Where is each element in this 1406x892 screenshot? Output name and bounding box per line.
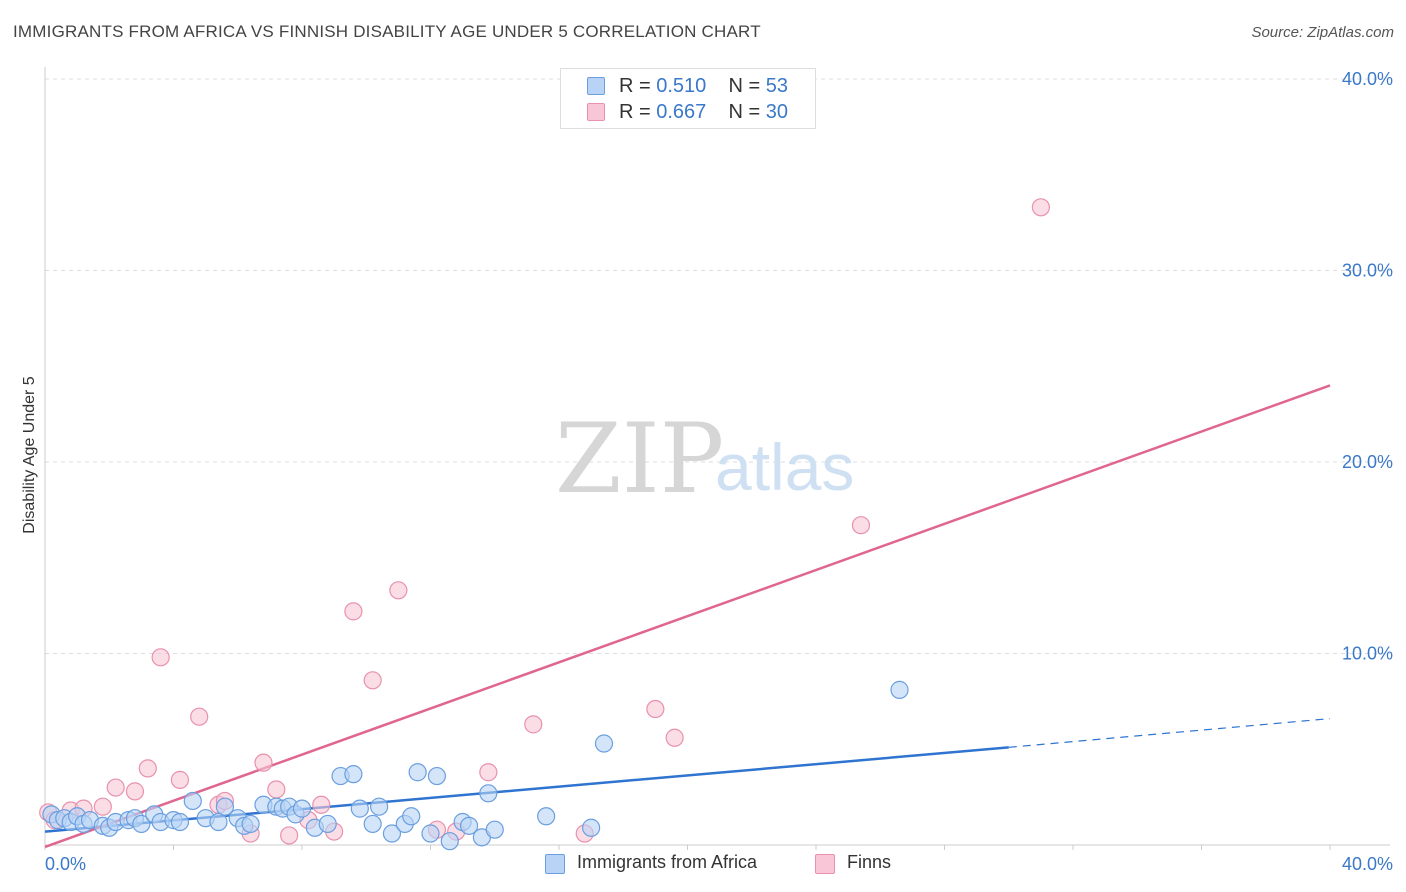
point-africa xyxy=(427,766,447,786)
point-finns xyxy=(1031,198,1050,217)
point-finns xyxy=(138,759,157,778)
legend-r-value: 0.667 xyxy=(656,101,707,123)
point-africa xyxy=(440,832,459,851)
point-africa xyxy=(408,763,427,782)
bottom-swatch-finns xyxy=(815,854,835,874)
point-finns xyxy=(254,753,273,772)
chart-title: IMMIGRANTS FROM AFRICA VS FINNISH DISABI… xyxy=(13,22,761,41)
point-finns xyxy=(851,516,871,535)
point-africa xyxy=(485,820,504,839)
point-finns xyxy=(389,581,408,600)
source-label: Source: ZipAtlas.com xyxy=(1251,24,1394,41)
data-points xyxy=(39,198,1050,851)
point-africa xyxy=(318,814,337,834)
point-africa xyxy=(594,734,614,753)
correlation-legend: R = 0.510 N = 53 R = 0.667 N = 30 xyxy=(560,68,816,129)
tick-labels: 10.0% 20.0% 30.0% 40.0% 0.0% 40.0% xyxy=(45,69,1393,874)
bottom-label-finns: Finns xyxy=(847,852,892,872)
y-axis-label: Disability Age Under 5 xyxy=(21,376,38,534)
point-finns xyxy=(106,778,125,797)
point-finns xyxy=(125,782,145,801)
point-finns xyxy=(93,797,112,816)
legend-swatch-finns xyxy=(587,103,605,121)
legend-r-label: R = xyxy=(619,75,651,97)
point-finns xyxy=(151,648,170,667)
trendline-africa-extension xyxy=(1008,718,1331,748)
point-finns xyxy=(312,795,331,814)
point-africa xyxy=(421,824,440,843)
point-africa xyxy=(215,797,234,816)
point-africa xyxy=(170,812,190,832)
point-finns xyxy=(280,826,299,845)
legend-n-value: 30 xyxy=(765,101,789,123)
point-finns xyxy=(665,728,684,747)
point-africa xyxy=(183,791,202,811)
point-africa xyxy=(537,807,556,826)
legend-r-label: R = xyxy=(619,101,651,123)
point-africa xyxy=(382,824,402,843)
point-africa xyxy=(890,680,909,699)
point-africa xyxy=(241,814,260,834)
y-tick-label: 20.0% xyxy=(1342,452,1393,472)
point-africa xyxy=(350,799,369,818)
point-finns xyxy=(190,707,209,726)
y-tick-label: 30.0% xyxy=(1342,261,1393,281)
point-finns xyxy=(344,602,363,621)
point-africa xyxy=(292,799,312,818)
legend-n-label: N = xyxy=(728,101,761,123)
watermark-atlas: atlas xyxy=(715,430,854,504)
bottom-swatch-africa xyxy=(545,854,565,874)
watermark-zip: ZIP xyxy=(555,403,724,515)
point-finns xyxy=(646,699,665,719)
point-finns xyxy=(479,763,498,782)
legend-r-value: 0.510 xyxy=(656,75,707,97)
point-africa xyxy=(459,816,479,835)
y-tick-label: 40.0% xyxy=(1342,69,1393,89)
point-finns xyxy=(363,671,382,690)
point-finns xyxy=(267,780,286,799)
legend-n-value: 53 xyxy=(765,75,789,97)
watermark: ZIP atlas xyxy=(555,403,854,515)
trendline-africa xyxy=(44,746,1009,833)
point-africa xyxy=(132,814,151,834)
x-tick-label: 0.0% xyxy=(45,854,86,874)
point-finns xyxy=(170,770,190,789)
point-africa xyxy=(209,812,228,832)
y-tick-label: 10.0% xyxy=(1342,644,1393,664)
point-africa xyxy=(363,814,382,834)
point-africa xyxy=(344,765,363,784)
gridlines xyxy=(45,78,1390,654)
point-africa xyxy=(582,818,601,837)
bottom-label-africa: Immigrants from Africa xyxy=(577,852,758,872)
legend-n-label: N = xyxy=(728,75,761,97)
axes xyxy=(44,67,1390,850)
x-tick-label: 40.0% xyxy=(1342,854,1393,874)
point-finns xyxy=(524,715,543,734)
point-africa xyxy=(402,807,421,826)
legend-swatch-africa xyxy=(587,77,605,95)
point-africa xyxy=(370,797,389,816)
point-africa xyxy=(479,784,498,803)
